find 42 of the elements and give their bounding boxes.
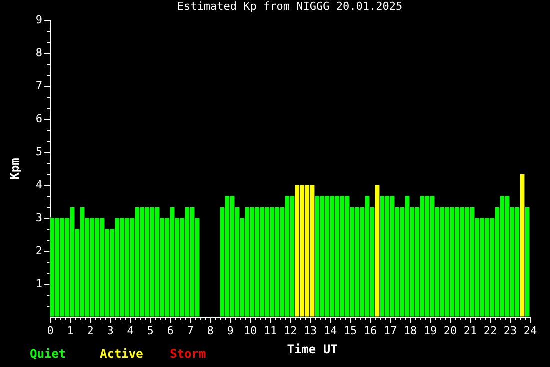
text: Quiet [30, 347, 66, 361]
x-axis-title: Time UT [287, 342, 338, 356]
bar [50, 218, 56, 318]
x-tick-label: 14 [324, 324, 338, 338]
x-tick-label: 20 [444, 324, 458, 338]
x-tick-label: 16 [364, 324, 378, 338]
x-tick-label: 21 [464, 324, 478, 338]
x-tick-label: 22 [484, 324, 498, 338]
y-tick-label: 3 [36, 212, 42, 224]
y-axis-title: Kpm [8, 158, 22, 180]
x-tick-label: 0 [47, 324, 54, 338]
x-tick-label: 13 [304, 324, 318, 338]
chart-title: Estimated Kp from NIGGG 20.01.2025 [177, 0, 403, 13]
x-tick-label: 12 [284, 324, 298, 338]
x-tick-label: 7 [187, 324, 194, 338]
x-tick-label: 10 [244, 324, 258, 338]
x-tick-label: 4 [127, 324, 134, 338]
x-tick-label: 8 [207, 324, 214, 338]
x-tick-label: 15 [344, 324, 358, 338]
x-tick-label: 2 [87, 324, 94, 338]
y-tick-label: 1 [36, 278, 42, 290]
y-tick-label: 2 [36, 244, 42, 258]
x-tick-label: 11 [264, 324, 278, 338]
x-tick-label: 24 [524, 324, 538, 338]
bar [320, 196, 326, 318]
y-tick-label: 6 [36, 112, 42, 126]
x-tick-label: 1 [67, 324, 74, 338]
y-tick-label: 8 [36, 46, 42, 60]
y-tick-label: 5 [36, 146, 42, 158]
x-tick-label: 3 [107, 324, 114, 338]
x-tick-label: 17 [384, 324, 398, 338]
x-tick-label: 9 [227, 324, 234, 338]
y-tick-label: 9 [36, 14, 42, 26]
x-tick-label: 19 [424, 324, 438, 338]
text: Active [100, 347, 144, 361]
x-tick-label: 18 [404, 324, 418, 338]
y-tick-label: 4 [36, 178, 43, 192]
x-tick-label: 5 [147, 324, 154, 338]
x-tick-label: 6 [167, 324, 174, 338]
x-tick-label: 23 [504, 324, 518, 338]
y-tick-label: 7 [36, 80, 42, 92]
legend-label: Storm [170, 347, 206, 361]
